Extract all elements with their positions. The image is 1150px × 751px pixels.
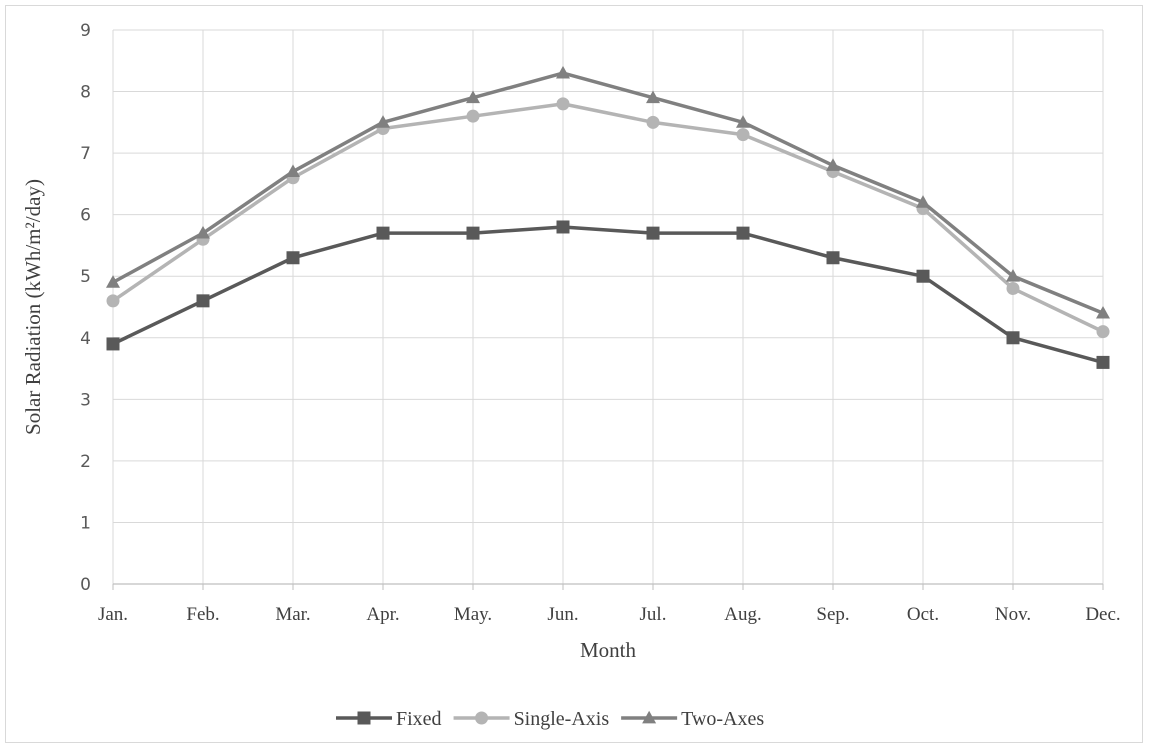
data-point [1006, 269, 1020, 282]
data-point [646, 226, 660, 240]
data-point [106, 275, 120, 288]
series-line [112, 102, 1104, 334]
y-tick-label: 9 [80, 21, 91, 41]
x-tick-label: Apr. [366, 604, 399, 625]
data-point [916, 269, 930, 283]
y-tick-label: 1 [80, 513, 91, 533]
data-point [1006, 331, 1020, 345]
series-group [106, 65, 1110, 369]
data-point [736, 128, 750, 142]
data-point [826, 158, 840, 171]
data-point [826, 251, 840, 265]
y-tick-label: 5 [80, 267, 91, 287]
data-point [286, 251, 300, 265]
data-point [466, 109, 480, 123]
data-point [736, 226, 750, 240]
data-point [106, 337, 120, 351]
y-axis-title: Solar Radiation (kWh/m²/day) [21, 179, 45, 435]
data-point [556, 97, 570, 111]
data-point [196, 225, 210, 239]
legend-item: Fixed [336, 708, 442, 730]
y-axis-ticks: 0 1 2 3 4 5 6 7 8 9 [80, 21, 91, 595]
series-fixed [106, 220, 1110, 369]
series-line [112, 225, 1104, 365]
chart-frame [5, 5, 1143, 743]
data-point [376, 226, 390, 240]
x-tick-label: Feb. [186, 604, 219, 625]
legend-marker [357, 711, 371, 725]
y-tick-label: 8 [80, 83, 91, 103]
x-tick-label: Oct. [907, 604, 939, 625]
legend-label: Two-Axes [681, 708, 764, 730]
data-point [916, 195, 930, 208]
data-point [736, 115, 750, 128]
data-point [466, 226, 480, 240]
legend-marker [475, 711, 489, 725]
x-tick-label: Aug. [724, 604, 761, 625]
data-point [1006, 282, 1020, 296]
data-point [556, 220, 570, 234]
x-tick-label: Nov. [995, 604, 1031, 625]
x-tick-label: Jun. [547, 604, 578, 625]
x-tick-label: Mar. [275, 604, 310, 625]
legend-marker [642, 710, 657, 724]
x-tick-label: May. [454, 604, 492, 625]
data-point [646, 90, 660, 104]
data-point [646, 115, 660, 129]
x-tick-label: Jul. [640, 604, 667, 625]
data-point [1096, 355, 1110, 369]
data-point [1096, 325, 1110, 339]
legend-label: Single-Axis [514, 708, 610, 730]
x-axis-title: Month [580, 638, 637, 662]
x-tick-label: Sep. [816, 604, 849, 625]
y-tick-label: 3 [80, 390, 91, 410]
data-point [1096, 305, 1110, 319]
y-tick-label: 6 [80, 206, 91, 226]
y-tick-label: 0 [80, 575, 91, 595]
data-point [196, 294, 210, 308]
series-two-axes [106, 65, 1110, 319]
y-tick-label: 7 [80, 144, 91, 164]
legend: Fixed Single-Axis Two-Axes [336, 708, 764, 730]
data-point [556, 65, 570, 79]
legend-item: Two-Axes [621, 708, 764, 730]
legend-label: Fixed [396, 708, 442, 730]
data-point [466, 90, 480, 104]
series-line [112, 71, 1104, 315]
y-tick-label: 4 [80, 329, 91, 349]
data-point [286, 164, 300, 177]
data-point [106, 294, 120, 308]
y-tick-label: 2 [80, 452, 91, 472]
x-tick-label: Dec. [1085, 604, 1120, 625]
x-axis-ticks: Jan. Feb. Mar. Apr. May. Jun. Jul. Aug. Sep. Oct.… [98, 604, 1121, 625]
x-tick-label: Jan. [98, 604, 128, 625]
legend-item: Single-Axis [453, 708, 610, 730]
data-point [376, 115, 390, 128]
